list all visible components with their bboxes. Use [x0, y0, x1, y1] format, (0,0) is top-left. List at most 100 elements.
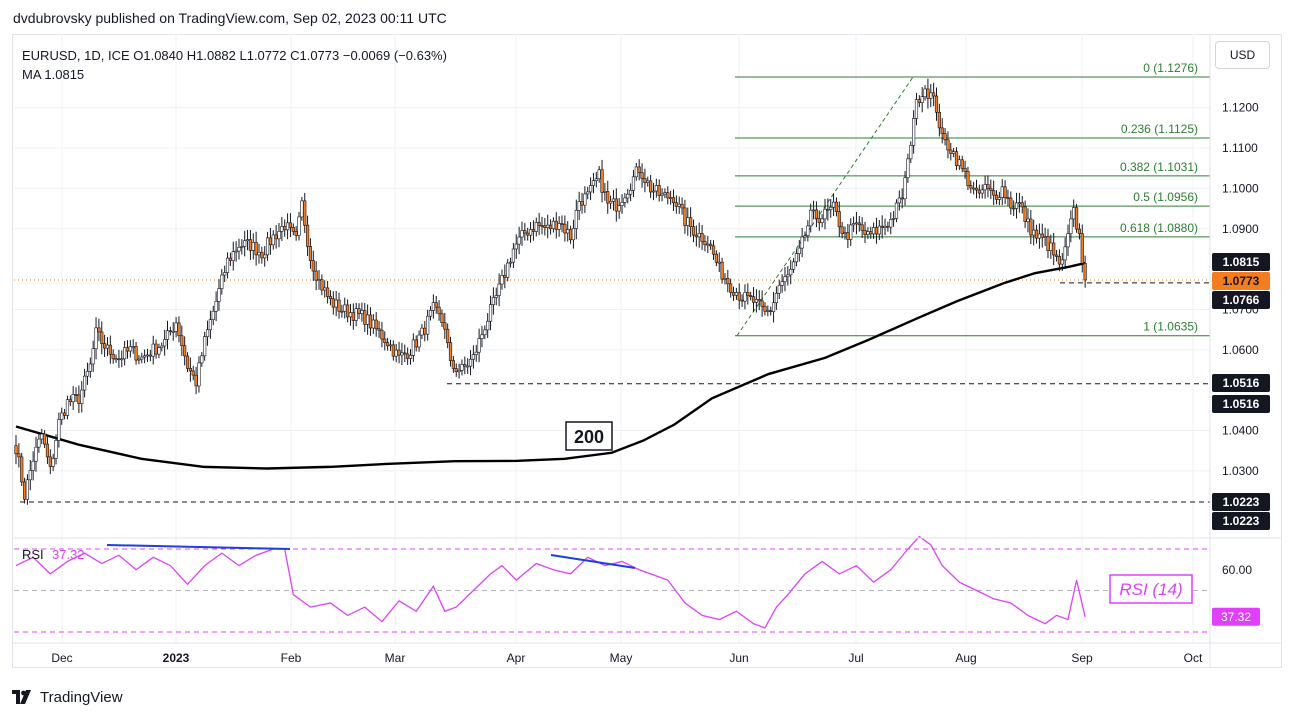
x-tick-label: Aug — [955, 651, 976, 665]
down-candle-body — [940, 127, 944, 134]
down-candle-body — [357, 308, 361, 314]
candle — [437, 300, 441, 321]
candle — [225, 252, 230, 279]
price-tags: 1.0815 1.0773 1.0766 1.0516 1.0516 1.0223 1.02… — [1212, 253, 1270, 530]
down-candle-body — [989, 187, 993, 191]
down-candle-body — [694, 234, 698, 238]
candle — [511, 243, 516, 269]
up-candle-body — [486, 320, 490, 331]
candle — [171, 322, 175, 341]
up-candle-body — [897, 197, 901, 204]
up-candle-body — [265, 237, 270, 256]
candle — [1060, 253, 1064, 271]
up-candle-body — [394, 349, 398, 357]
candle — [34, 436, 38, 472]
down-candle-body — [994, 194, 999, 200]
candle — [223, 265, 227, 282]
candle — [457, 363, 461, 379]
candle — [680, 197, 684, 215]
down-candle-body — [711, 245, 716, 255]
candle — [468, 350, 473, 376]
candle — [68, 395, 72, 407]
up-candle-body — [854, 222, 859, 225]
candle — [663, 188, 667, 199]
candle — [860, 217, 864, 238]
fib-level-label: 0.5 (1.0956) — [1133, 190, 1198, 204]
down-candle-body — [763, 305, 767, 312]
candle — [288, 213, 293, 238]
candle — [188, 357, 192, 382]
up-candle-body — [780, 281, 784, 286]
ma-label-box: 200 — [565, 421, 613, 451]
up-candle-body — [766, 310, 770, 312]
up-candle-body — [586, 191, 590, 195]
candle — [686, 207, 690, 236]
candle — [54, 434, 58, 465]
candle — [617, 197, 621, 219]
candle — [114, 354, 118, 363]
down-candle-body — [834, 201, 839, 212]
up-candle-body — [500, 275, 504, 285]
candle — [588, 177, 593, 201]
candle — [823, 198, 827, 230]
up-candle-body — [237, 246, 241, 252]
candle — [531, 220, 536, 241]
candle — [311, 250, 315, 281]
up-candle-body — [120, 358, 124, 361]
up-candle-body — [128, 346, 132, 352]
up-candle-body — [972, 187, 976, 190]
up-candle-body — [843, 232, 847, 234]
down-candle-body — [331, 298, 335, 308]
up-candle-body — [609, 201, 613, 204]
down-candle-body — [283, 226, 287, 231]
up-candle-body — [574, 210, 578, 229]
candle — [1049, 234, 1053, 259]
candle — [500, 269, 504, 290]
down-candle-body — [194, 374, 198, 387]
candle — [280, 216, 284, 241]
price-tag: 1.0773 — [1212, 272, 1270, 290]
candle — [85, 362, 90, 385]
up-candle-body — [1072, 207, 1076, 220]
candle — [214, 291, 218, 322]
down-candle-body — [414, 339, 418, 348]
chart-frame[interactable] — [12, 34, 1282, 668]
up-candle-body — [280, 226, 284, 232]
up-candle-body — [663, 192, 667, 195]
candle — [460, 359, 464, 376]
candle — [577, 191, 581, 221]
price-tag-bg — [1212, 395, 1270, 413]
up-candle-body — [623, 197, 627, 203]
candle — [1000, 179, 1004, 206]
price-grid — [14, 34, 1210, 643]
price-tag-bg — [1212, 253, 1270, 271]
candle — [669, 190, 673, 205]
down-candle-body — [1040, 233, 1044, 238]
down-candle-body — [637, 166, 641, 173]
up-candle-body — [583, 193, 587, 206]
candle — [25, 474, 30, 505]
candle — [646, 176, 650, 187]
up-candle-body — [174, 322, 178, 332]
candle — [660, 188, 664, 202]
candle — [654, 178, 658, 198]
currency-button[interactable]: USD — [1215, 41, 1270, 69]
candle — [1040, 223, 1044, 248]
candle — [834, 197, 839, 217]
candle — [977, 184, 981, 199]
candle — [305, 215, 310, 256]
candle — [829, 199, 833, 218]
up-candle-body — [428, 310, 433, 317]
up-candle-body — [520, 230, 524, 238]
up-candle-body — [534, 222, 538, 232]
down-candle-body — [814, 209, 819, 219]
candle — [897, 190, 901, 211]
candle — [443, 312, 447, 339]
up-candle-body — [883, 225, 887, 228]
candle — [454, 363, 458, 377]
down-candle-body — [580, 201, 584, 206]
candle — [1034, 224, 1039, 244]
down-candle-body — [1012, 207, 1016, 210]
up-candle-body — [466, 365, 470, 368]
